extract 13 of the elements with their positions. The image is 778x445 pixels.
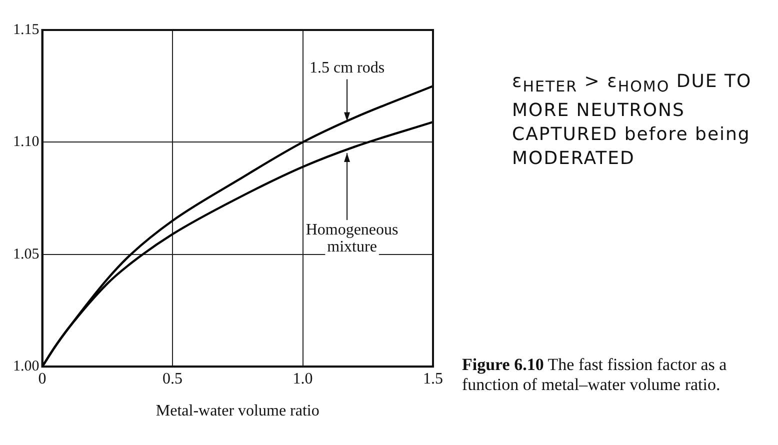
y-tick-label: 1.00 — [13, 358, 40, 375]
x-tick-label: 0 — [38, 370, 46, 388]
y-tick-label: 1.05 — [13, 246, 40, 262]
annotation: 1.5 cm rods — [309, 59, 385, 76]
x-tick-label: 1.5 — [423, 370, 443, 388]
text: ε$_{HETER}$ > ε$_{HOMO}$ DUE TO MORE NEUTRONS CAPTURED before being MODERATED — [512, 70, 753, 171]
x-axis-title: Metal-water volume ratio — [156, 402, 320, 420]
caption: Figure 6.10 The fast fission factor as a function of metal–water volume ratio. — [462, 355, 728, 395]
y-tick-label: 1.15 — [13, 22, 40, 38]
x-tick-label: 1.0 — [292, 370, 313, 388]
y-tick-label: 1.10 — [13, 134, 40, 150]
annotation: Homogeneous mixture — [306, 221, 398, 256]
x-tick-label: 0.5 — [162, 370, 182, 388]
